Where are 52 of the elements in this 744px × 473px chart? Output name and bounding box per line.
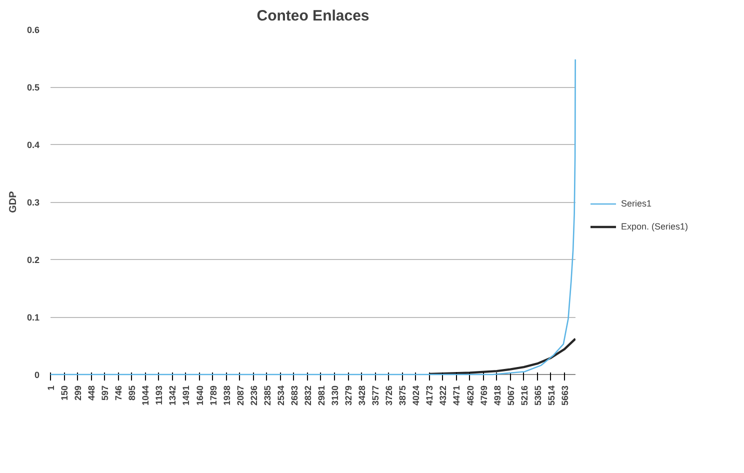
- x-tick-label: 5067: [506, 385, 516, 406]
- y-axis-title: GDP: [8, 190, 19, 213]
- x-tick-label: 3428: [357, 385, 368, 406]
- x-tick-label: 2534: [276, 385, 286, 406]
- y-tick-label: 0.5: [26, 82, 40, 92]
- x-tick-label: 3279: [344, 385, 354, 406]
- x-tick-label: 2683: [289, 385, 300, 406]
- x-tick-label: 5216: [519, 385, 530, 406]
- x-tick-label: 1640: [194, 385, 205, 406]
- x-tick-label: 2981: [316, 385, 326, 406]
- y-tick-label: 0.2: [26, 255, 40, 265]
- y-tick-label: 0.4: [26, 140, 40, 150]
- line-series: [428, 338, 576, 374]
- x-tick-label: 4322: [438, 385, 448, 406]
- x-tick-label: 3577: [370, 385, 381, 406]
- x-tick-label: 895: [127, 385, 138, 401]
- x-tick-label: 597: [100, 385, 110, 401]
- line-series: [50, 58, 576, 376]
- x-tick-label: 1044: [140, 385, 151, 406]
- y-tick-label: 0.3: [26, 198, 40, 208]
- x-tick-label: 1: [46, 385, 56, 391]
- x-tick-label: 4471: [452, 385, 462, 406]
- x-tick-label: 4024: [411, 385, 422, 406]
- legend-label: Series1: [621, 198, 652, 208]
- x-tick-label: 448: [86, 385, 97, 401]
- x-tick-label: 4173: [424, 385, 435, 406]
- y-tick-label: 0.1: [26, 312, 40, 322]
- x-tick-label: 5663: [560, 385, 570, 406]
- x-tick-label: 5514: [546, 385, 556, 406]
- legend-label: Expon. (Series1): [621, 222, 688, 232]
- x-tick-label: 1789: [208, 385, 218, 406]
- x-tick-label: 2385: [262, 385, 272, 406]
- x-tick-label: 1342: [168, 385, 178, 406]
- x-tick-label: 1938: [222, 385, 232, 406]
- x-tick-label: 3875: [398, 385, 408, 406]
- y-tick-label: 0: [34, 370, 40, 380]
- x-tick-label: 4620: [465, 385, 476, 406]
- x-tick-label: 5365: [532, 385, 543, 406]
- x-tick-label: 4918: [492, 385, 502, 406]
- chart-title: Conteo Enlaces: [256, 8, 370, 24]
- x-tick-label: 2087: [235, 385, 246, 406]
- x-tick-label: 2236: [248, 385, 259, 406]
- x-tick-label: 3726: [384, 385, 394, 406]
- x-tick-label: 1491: [181, 385, 192, 406]
- x-tick-label: 4769: [478, 385, 489, 406]
- x-tick-label: 3130: [330, 385, 340, 406]
- x-tick-label: 746: [114, 385, 124, 401]
- x-tick-label: 299: [73, 385, 84, 401]
- x-tick-label: 1193: [154, 385, 164, 406]
- x-tick-label: 2832: [302, 385, 313, 406]
- x-tick-label: 150: [60, 385, 70, 401]
- y-tick-label: 0.6: [26, 25, 40, 35]
